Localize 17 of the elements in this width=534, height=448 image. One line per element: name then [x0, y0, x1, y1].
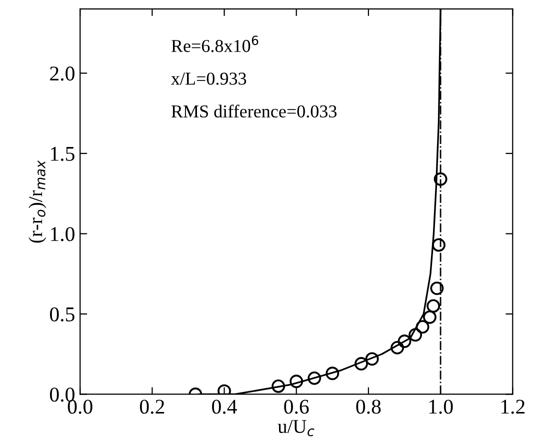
y-tick-label: 0.0: [50, 388, 74, 402]
x-tick-label: 1.0: [429, 400, 453, 414]
y-tick-label: 0.5: [50, 307, 74, 322]
x-tick-label: 0.0: [68, 400, 92, 414]
y-tick-label: 2.0: [50, 66, 74, 81]
annotation: RMS difference=0.033: [171, 104, 337, 118]
annotation: Re=6.8x10$^{6}$: [171, 36, 258, 52]
x-tick-label: 1.2: [501, 400, 525, 414]
x-tick-label: 0.4: [212, 400, 237, 414]
y-axis-title: (r-r$_{o}$)/r$_{max}$: [28, 160, 46, 243]
y-tick-label: 1.5: [51, 146, 74, 161]
x-tick-label: 0.6: [284, 400, 309, 414]
x-axis-title: u/U$_{c}$: [278, 420, 314, 436]
y-tick-label: 1.0: [51, 227, 74, 242]
annotation: x/L=0.933: [171, 72, 246, 85]
x-tick-label: 0.8: [356, 400, 381, 414]
x-tick-label: 0.2: [140, 400, 164, 414]
